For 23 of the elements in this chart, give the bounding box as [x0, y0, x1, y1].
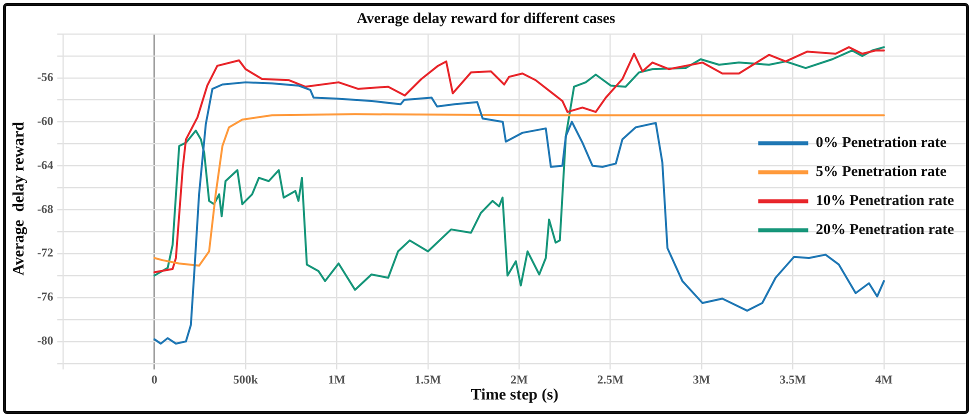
x-tick-label: 3M [692, 372, 710, 387]
x-tick-label: 4M [875, 372, 893, 387]
x-tick-label: 500k [233, 372, 258, 387]
y-tick-label: -68 [37, 202, 54, 216]
y-tick-label: -60 [37, 114, 54, 128]
legend-label: 0% Penetration rate [816, 135, 947, 152]
x-tick-label: 3.5M [780, 372, 806, 387]
y-axis-title: Average delay reward [10, 122, 28, 276]
chart-title: Average delay reward for different cases [356, 10, 616, 27]
x-tick-label: 1M [328, 372, 346, 387]
y-tick-label: -56 [37, 70, 54, 84]
legend-label: 10% Penetration rate [816, 193, 954, 210]
y-tick-label: -64 [37, 158, 54, 172]
x-tick-label: 1.5M [414, 372, 442, 387]
legend-label: 20% Penetration rate [816, 222, 954, 238]
x-tick-label: 2M [510, 372, 528, 387]
x-tick-label: 2.5M [597, 372, 624, 387]
y-tick-label: -76 [37, 290, 54, 304]
y-tick-label: -72 [37, 246, 54, 260]
x-tick-label: 0 [151, 372, 158, 387]
x-axis-title: Time step (s) [470, 386, 558, 404]
y-tick-label: -80 [37, 334, 54, 348]
legend-label: 5% Penetration rate [816, 164, 947, 180]
